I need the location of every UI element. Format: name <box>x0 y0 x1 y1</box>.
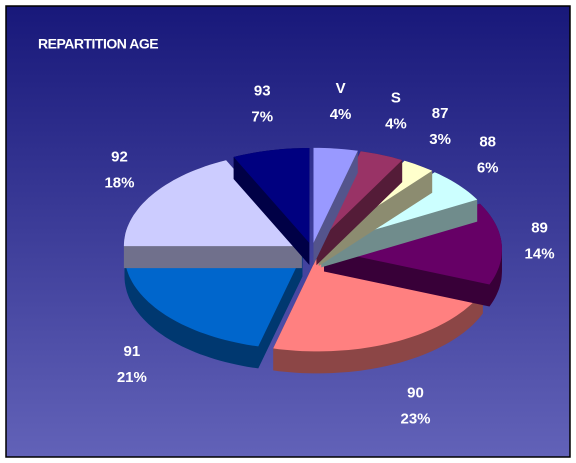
value-label: 18% <box>104 175 134 192</box>
category-label: 92 <box>111 149 128 166</box>
value-label: 14% <box>525 246 555 263</box>
category-label: V <box>336 80 346 97</box>
slice <box>273 256 483 352</box>
category-label: S <box>391 90 401 107</box>
value-label: 23% <box>400 411 430 428</box>
category-label: 89 <box>531 220 548 237</box>
slice <box>124 254 303 347</box>
chart-title: REPARTITION AGE <box>38 36 158 52</box>
value-label: 21% <box>117 369 147 386</box>
slice <box>316 151 403 244</box>
slice <box>233 148 310 243</box>
value-label: 6% <box>477 159 499 176</box>
slice <box>123 160 302 247</box>
value-label: 4% <box>385 116 407 133</box>
category-label: 93 <box>254 83 271 100</box>
value-label: 3% <box>429 131 451 148</box>
slice <box>313 147 358 243</box>
category-label: 87 <box>432 105 449 122</box>
category-label: 88 <box>479 133 496 150</box>
category-label: 90 <box>407 385 424 402</box>
value-label: 4% <box>330 106 352 123</box>
category-label: 91 <box>124 343 141 360</box>
value-label: 7% <box>251 109 273 126</box>
